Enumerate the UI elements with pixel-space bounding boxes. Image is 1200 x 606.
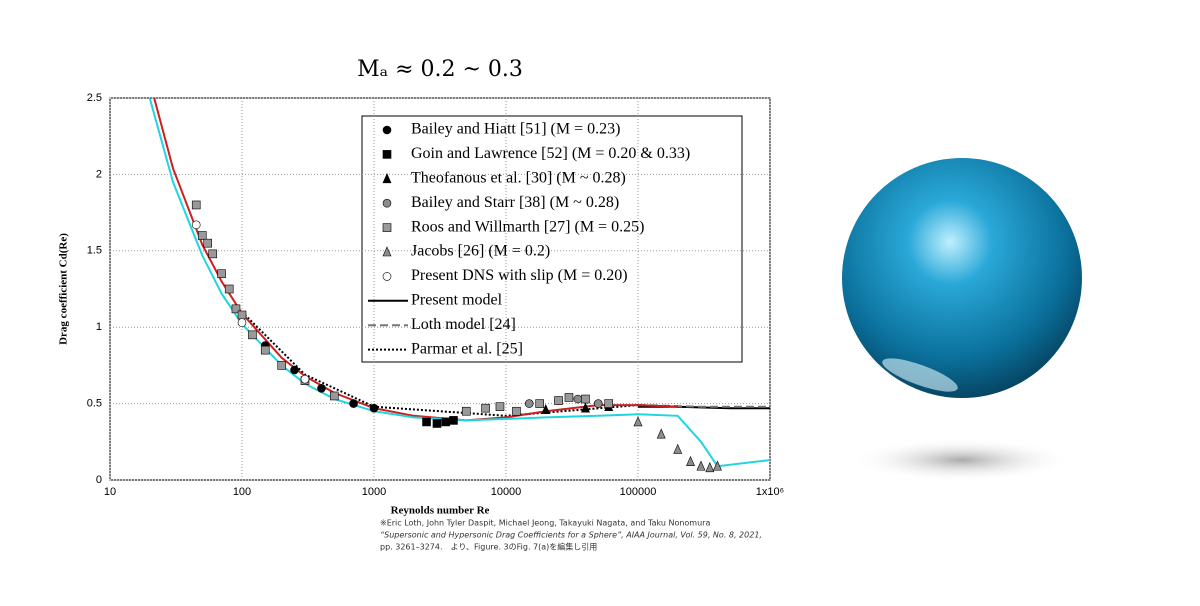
marker xyxy=(633,416,643,427)
x-tick-label: 100 xyxy=(233,486,251,498)
marker xyxy=(369,403,379,413)
y-tick-label: 0 xyxy=(96,474,102,486)
legend-marker xyxy=(382,150,392,159)
marker xyxy=(191,200,201,210)
x-tick-label: 10000 xyxy=(491,486,522,498)
y-tick-label: 1.5 xyxy=(87,245,102,257)
marker xyxy=(541,403,551,415)
legend-label: Present DNS with slip (M = 0.20) xyxy=(411,267,628,284)
marker xyxy=(224,284,234,294)
plot-area xyxy=(148,98,770,473)
legend-label: Roos and Willmarth [27] (M = 0.25) xyxy=(411,218,644,235)
marker xyxy=(461,406,471,416)
legend-marker xyxy=(382,223,392,232)
legend-label: Parmar et al. [25] xyxy=(411,340,523,357)
legend-marker xyxy=(382,173,392,184)
marker xyxy=(581,394,590,404)
legend-label: Bailey and Hiatt [51] (M = 0.23) xyxy=(411,121,620,138)
y-tick-label: 0.5 xyxy=(87,398,102,410)
marker xyxy=(237,318,247,327)
marker xyxy=(564,393,574,402)
marker xyxy=(432,419,442,428)
legend-marker xyxy=(382,272,392,281)
data-line xyxy=(148,98,770,468)
marker xyxy=(300,374,310,384)
legend-marker xyxy=(382,246,392,257)
y-tick-label: 1 xyxy=(96,321,102,333)
marker xyxy=(449,416,458,425)
marker xyxy=(696,460,706,471)
citation: ※Eric Loth, John Tyler Daspit, Michael J… xyxy=(380,519,762,552)
y-tick-label: 2 xyxy=(96,168,102,180)
marker xyxy=(317,384,326,393)
marker xyxy=(593,399,603,408)
citation-line: pp. 3261–3274. より、Figure. 3のFig. 7(a)を編集… xyxy=(380,542,597,552)
citation-line: “Supersonic and Hypersonic Drag Coeffici… xyxy=(380,531,762,540)
marker xyxy=(554,396,563,405)
legend-label: Goin and Lawrence [52] (M = 0.20 & 0.33) xyxy=(411,145,690,162)
citation-line: ※Eric Loth, John Tyler Daspit, Michael J… xyxy=(380,519,710,528)
legend-label: Jacobs [26] (M = 0.2) xyxy=(411,243,550,260)
legend-label: Theofanous et al. [30] (M ~ 0.28) xyxy=(411,169,626,186)
marker xyxy=(604,399,614,408)
marker xyxy=(290,365,299,375)
chart-title: Mₐ ≈ 0.2 ~ 0.3 xyxy=(357,57,523,82)
sphere xyxy=(842,158,1082,482)
marker xyxy=(481,403,490,413)
marker xyxy=(495,402,505,411)
marker xyxy=(217,269,226,279)
marker xyxy=(248,330,257,340)
marker xyxy=(535,399,544,408)
marker xyxy=(191,220,201,230)
marker xyxy=(260,345,270,355)
marker xyxy=(524,399,534,408)
marker xyxy=(581,402,590,413)
marker xyxy=(197,231,207,240)
marker xyxy=(705,462,715,473)
x-tick-label: 10 xyxy=(104,486,116,498)
legend xyxy=(361,115,743,363)
y-tick-label: 2.5 xyxy=(87,92,102,104)
legend-label: Present model xyxy=(411,291,503,308)
marker xyxy=(573,394,583,404)
y-axis-label: Drag coefficient Cd(Re) xyxy=(58,233,70,345)
x-tick-label: 1x10⁶ xyxy=(756,486,784,498)
marker xyxy=(203,238,213,248)
data-line xyxy=(637,404,770,408)
marker xyxy=(422,417,431,427)
legend-marker xyxy=(382,198,392,208)
marker xyxy=(713,460,722,471)
marker xyxy=(349,399,358,408)
marker xyxy=(673,443,683,454)
x-tick-label: 100000 xyxy=(620,486,657,498)
marker xyxy=(512,406,521,416)
x-tick-label: 1000 xyxy=(362,486,386,498)
marker xyxy=(441,417,451,427)
legend-label: Bailey and Starr [38] (M ~ 0.28) xyxy=(411,194,619,211)
legend-label: Loth model [24] xyxy=(411,316,516,333)
x-axis-label: Reynolds number Re xyxy=(391,505,490,517)
marker xyxy=(277,361,287,370)
marker xyxy=(329,391,339,401)
marker xyxy=(237,310,247,320)
marker xyxy=(686,455,695,466)
marker xyxy=(208,249,218,259)
marker xyxy=(231,304,241,314)
legend-marker xyxy=(382,125,392,135)
marker xyxy=(656,428,666,439)
